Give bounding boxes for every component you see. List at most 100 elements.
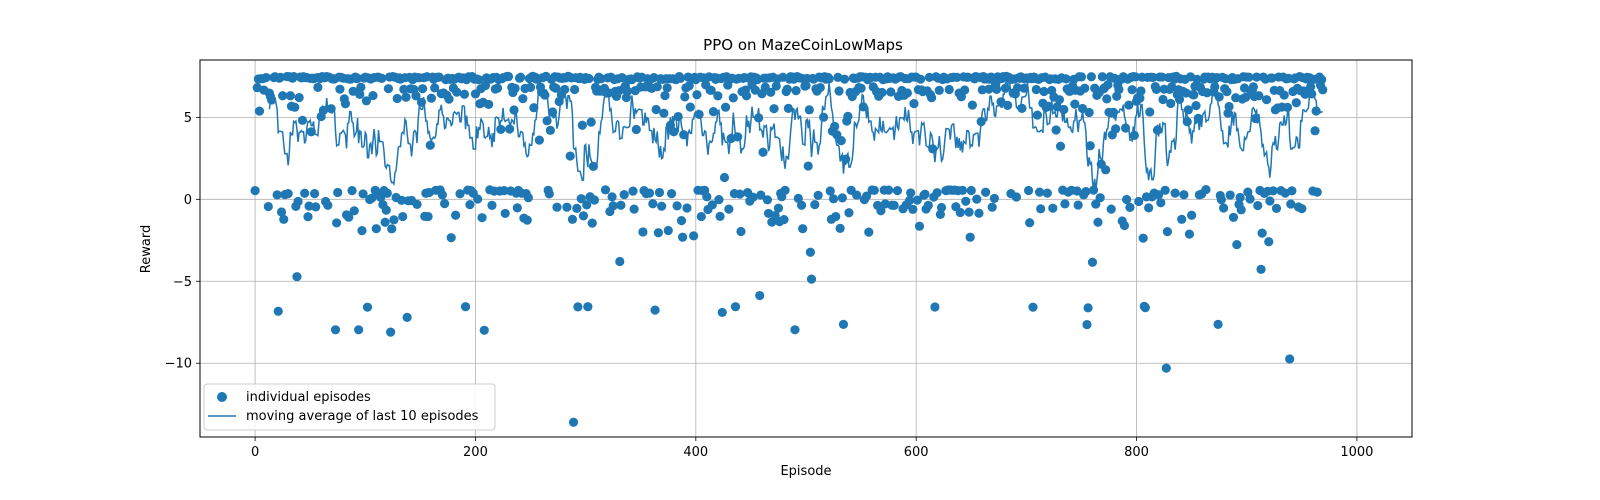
data-point bbox=[399, 84, 409, 94]
data-point bbox=[1187, 210, 1197, 220]
data-point bbox=[1023, 185, 1034, 196]
data-point bbox=[1091, 199, 1101, 209]
data-point bbox=[1297, 204, 1307, 214]
data-point bbox=[352, 73, 363, 83]
data-point bbox=[261, 72, 271, 83]
data-point bbox=[992, 84, 1002, 94]
data-point bbox=[586, 117, 596, 127]
data-point bbox=[1162, 227, 1172, 237]
data-point bbox=[906, 188, 916, 198]
data-point bbox=[696, 211, 706, 222]
x-tick-label: 1000 bbox=[1340, 445, 1373, 460]
data-point bbox=[423, 211, 433, 222]
data-point bbox=[542, 116, 552, 126]
data-point bbox=[1213, 319, 1223, 329]
data-point bbox=[1144, 203, 1154, 213]
data-point bbox=[783, 103, 793, 113]
data-point bbox=[779, 215, 789, 225]
data-point bbox=[1025, 218, 1035, 228]
data-point bbox=[1083, 303, 1093, 313]
data-point bbox=[615, 256, 625, 267]
data-point bbox=[381, 205, 391, 215]
data-point bbox=[397, 195, 407, 205]
data-point bbox=[702, 192, 712, 202]
data-point bbox=[756, 190, 766, 200]
data-point bbox=[347, 186, 357, 196]
data-point bbox=[492, 83, 503, 93]
data-point bbox=[1140, 303, 1150, 313]
data-point bbox=[912, 195, 922, 205]
data-point bbox=[1127, 85, 1137, 95]
data-point bbox=[292, 272, 302, 282]
data-point bbox=[473, 194, 483, 204]
data-point bbox=[707, 200, 717, 210]
data-point bbox=[1060, 199, 1070, 209]
data-point bbox=[1084, 107, 1094, 118]
data-point bbox=[1097, 72, 1107, 82]
data-point bbox=[805, 247, 816, 257]
data-point bbox=[1224, 101, 1234, 112]
data-point bbox=[1055, 141, 1066, 151]
data-point bbox=[803, 161, 813, 171]
data-point bbox=[600, 185, 611, 195]
data-point bbox=[1268, 186, 1278, 196]
data-point bbox=[333, 187, 343, 198]
data-point bbox=[1054, 95, 1065, 105]
data-point bbox=[771, 81, 781, 91]
data-point bbox=[791, 86, 801, 96]
data-point bbox=[834, 86, 844, 96]
data-point bbox=[966, 185, 976, 196]
data-point bbox=[659, 108, 669, 118]
y-tick-label: −10 bbox=[165, 357, 192, 372]
data-point bbox=[1225, 190, 1235, 200]
data-point bbox=[1081, 187, 1091, 197]
data-point bbox=[1073, 200, 1083, 210]
data-point bbox=[587, 218, 597, 228]
data-point bbox=[1093, 217, 1103, 227]
data-point bbox=[1228, 212, 1239, 222]
data-point bbox=[285, 91, 295, 101]
data-point bbox=[1138, 233, 1148, 243]
data-point bbox=[1108, 107, 1119, 117]
data-point bbox=[741, 91, 752, 101]
data-point bbox=[676, 216, 687, 226]
data-point bbox=[685, 102, 695, 112]
data-point bbox=[589, 195, 600, 205]
data-point bbox=[1086, 72, 1096, 82]
data-point bbox=[955, 207, 965, 218]
data-point bbox=[297, 115, 308, 125]
data-point bbox=[902, 88, 912, 98]
y-tick-label: −5 bbox=[173, 275, 192, 290]
data-point bbox=[294, 92, 304, 103]
data-point bbox=[357, 226, 367, 236]
data-point bbox=[1051, 125, 1061, 135]
legend-label-moving-average: moving average of last 10 episodes bbox=[246, 409, 479, 424]
data-point bbox=[619, 189, 629, 200]
data-point bbox=[944, 84, 954, 95]
data-point bbox=[484, 99, 494, 110]
data-point bbox=[332, 218, 342, 228]
data-point bbox=[972, 194, 982, 204]
data-point bbox=[1114, 84, 1124, 95]
data-point bbox=[250, 186, 260, 196]
data-point bbox=[583, 302, 593, 312]
data-point bbox=[666, 188, 677, 199]
data-point bbox=[1222, 87, 1232, 97]
data-point bbox=[616, 200, 626, 210]
data-point bbox=[267, 95, 277, 105]
data-point bbox=[793, 193, 803, 203]
data-point bbox=[806, 274, 817, 284]
data-point bbox=[505, 124, 515, 134]
data-point bbox=[1264, 237, 1274, 247]
data-point bbox=[371, 224, 381, 234]
data-point bbox=[578, 211, 589, 221]
data-point bbox=[562, 202, 572, 212]
data-point bbox=[544, 189, 554, 199]
y-tick-label: 0 bbox=[184, 193, 192, 208]
data-point bbox=[1161, 363, 1171, 373]
data-point bbox=[1157, 72, 1167, 82]
data-point bbox=[974, 208, 984, 218]
y-ticks: −10 −5 0 5 bbox=[165, 111, 200, 372]
data-point bbox=[1286, 199, 1296, 209]
x-tick-label: 600 bbox=[904, 445, 929, 460]
